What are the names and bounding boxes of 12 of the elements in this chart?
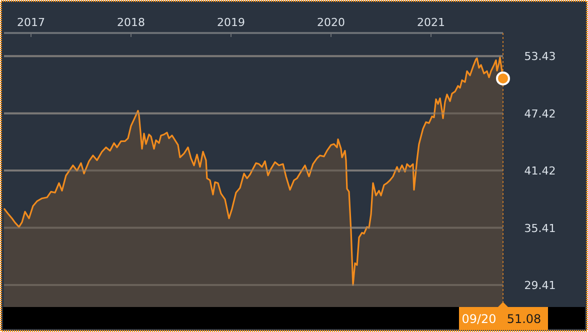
- x-tick-label: 2018: [117, 16, 145, 29]
- y-tick-label: 47.42: [524, 107, 556, 120]
- x-tick-label: 2020: [317, 16, 345, 29]
- text: 51.08: [506, 312, 542, 326]
- y-tick-label: 29.41: [524, 278, 556, 292]
- x-tick-label: 2021: [417, 16, 445, 29]
- y-tick-label: 41.42: [524, 164, 556, 178]
- text: 09/20: [462, 312, 496, 326]
- x-tick-label: 2019: [217, 16, 245, 29]
- y-tick-label: 35.41: [524, 222, 556, 235]
- x-tick-label: 2017: [17, 16, 45, 29]
- y-tick-label: 53.43: [524, 50, 556, 64]
